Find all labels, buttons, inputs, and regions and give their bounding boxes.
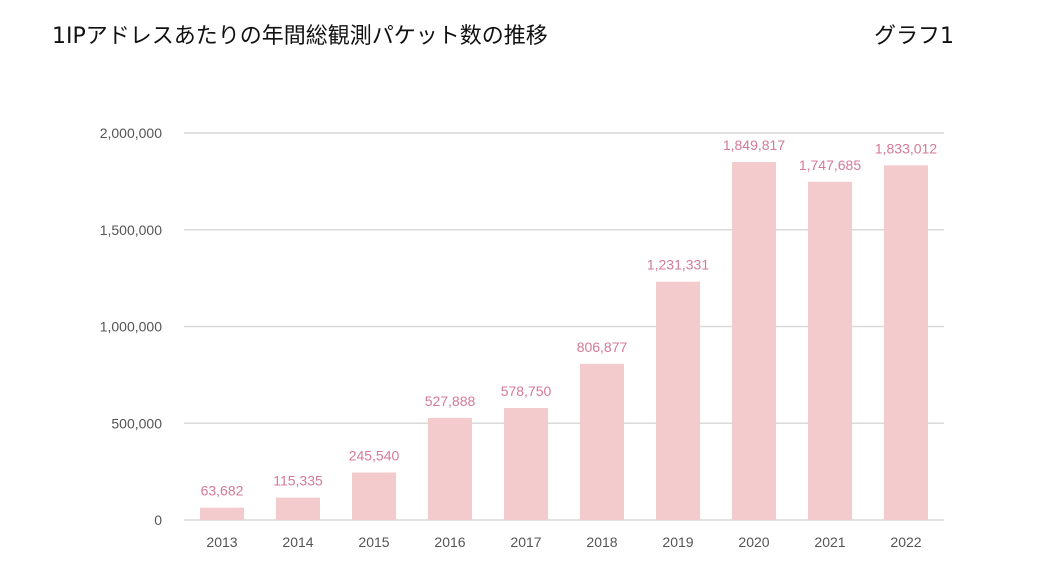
y-tick-label: 1,000,000: [100, 319, 162, 335]
x-tick-label: 2016: [434, 534, 465, 550]
data-label: 1,747,685: [799, 157, 861, 173]
bar-2018: [580, 363, 624, 520]
data-label: 1,231,331: [647, 257, 709, 273]
bar-2017: [504, 408, 548, 520]
graph-number-label: グラフ1: [874, 24, 954, 49]
y-tick-label: 2,000,000: [100, 125, 162, 141]
data-label: 527,888: [425, 393, 476, 409]
data-label: 1,849,817: [723, 137, 785, 153]
data-label: 1,833,012: [875, 140, 937, 156]
x-tick-label: 2014: [282, 534, 313, 550]
bar-2020: [732, 162, 776, 520]
x-tick-label: 2020: [738, 534, 769, 550]
y-tick-label: 0: [154, 512, 162, 528]
bar-2022: [884, 165, 928, 520]
x-tick-label: 2015: [358, 534, 389, 550]
x-tick-label: 2013: [206, 534, 237, 550]
data-label: 63,682: [201, 483, 244, 499]
x-tick-label: 2019: [662, 534, 693, 550]
data-label: 115,335: [273, 473, 323, 489]
data-label: 578,750: [501, 383, 552, 399]
bar-2014: [276, 497, 320, 520]
bar-2019: [656, 281, 700, 520]
chart-title: 1IPアドレスあたりの年間総観測パケット数の推移: [52, 24, 548, 49]
bar-2013: [200, 507, 244, 520]
data-label: 245,540: [349, 447, 400, 463]
x-tick-label: 2017: [510, 534, 541, 550]
data-label: 806,877: [577, 339, 628, 355]
bar-2016: [428, 417, 472, 520]
x-tick-label: 2018: [586, 534, 617, 550]
y-tick-label: 500,000: [111, 415, 162, 431]
x-tick-label: 2021: [814, 534, 845, 550]
bar-2015: [352, 472, 396, 520]
bar-2021: [808, 181, 852, 521]
y-tick-label: 1,500,000: [100, 222, 162, 238]
x-tick-label: 2022: [890, 534, 921, 550]
